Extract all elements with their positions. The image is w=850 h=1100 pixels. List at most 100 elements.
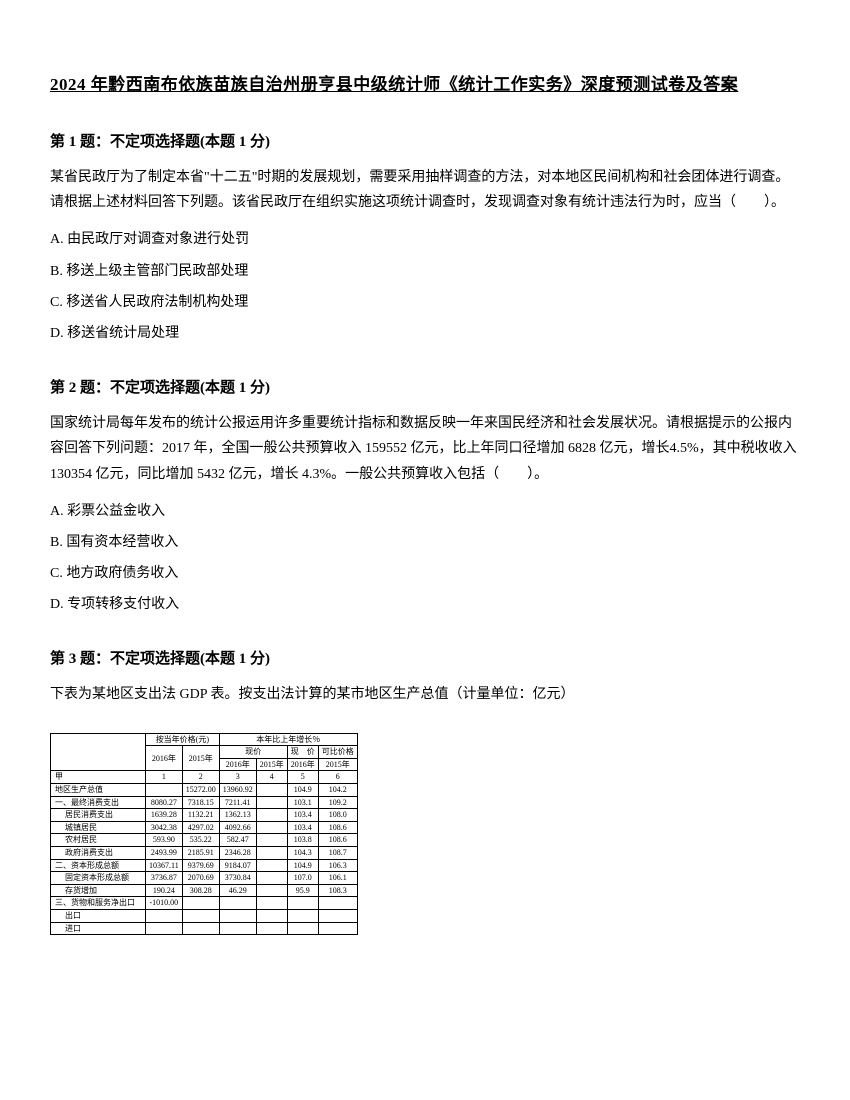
gdp-table-container: 按当年价格(元) 本年比上年增长％ 2016年 2015年 现价 现 价 可比价… <box>50 733 800 936</box>
q2-option-a: A. 彩票公益金收入 <box>50 499 800 524</box>
q1-option-b: B. 移送上级主管部门民政部处理 <box>50 259 800 284</box>
table-row-label: 地区生产总值 <box>51 784 146 797</box>
col-comp-1: 现 价 <box>287 746 318 759</box>
table-cell <box>256 821 287 834</box>
table-cell <box>256 834 287 847</box>
table-cell: 2346.28 <box>219 846 256 859</box>
table-cell: 8080.27 <box>146 796 183 809</box>
table-cell: 535.22 <box>182 834 219 847</box>
table-cell: 106.1 <box>318 872 357 885</box>
q1-header: 第 1 题：不定项选择题(本题 1 分) <box>50 130 800 151</box>
table-cell: 103.8 <box>287 834 318 847</box>
table-cell: 4092.66 <box>219 821 256 834</box>
table-cell <box>256 909 287 922</box>
table-cell <box>182 922 219 935</box>
table-row-label: 出口 <box>51 909 146 922</box>
table-cell: 2070.69 <box>182 872 219 885</box>
table-cell <box>287 897 318 910</box>
table-cell: 593.90 <box>146 834 183 847</box>
q2-option-d: D. 专项转移支付收入 <box>50 592 800 617</box>
table-row-label: 居民消费支出 <box>51 809 146 822</box>
table-cell: 9184.07 <box>219 859 256 872</box>
col-comp-2: 可比价格 <box>318 746 357 759</box>
question-3: 第 3 题：不定项选择题(本题 1 分) 下表为某地区支出法 GDP 表。按支出… <box>50 647 800 935</box>
table-cell <box>256 884 287 897</box>
table-cell: 106.3 <box>318 859 357 872</box>
table-cell <box>182 909 219 922</box>
table-row-label: 城镇居民 <box>51 821 146 834</box>
table-cell <box>256 809 287 822</box>
table-cell <box>219 922 256 935</box>
table-cell: 7318.15 <box>182 796 219 809</box>
table-row-label: 进口 <box>51 922 146 935</box>
table-cell: 1362.13 <box>219 809 256 822</box>
col-num-3: 3 <box>219 771 256 784</box>
q2-header: 第 2 题：不定项选择题(本题 1 分) <box>50 376 800 397</box>
table-cell: 10367.11 <box>146 859 183 872</box>
q2-text: 国家统计局每年发布的统计公报运用许多重要统计指标和数据反映一年来国民经济和社会发… <box>50 411 800 487</box>
table-cell: 2185.91 <box>182 846 219 859</box>
year-2016: 2016年 <box>146 746 183 771</box>
table-cell: 3042.38 <box>146 821 183 834</box>
table-cell <box>256 897 287 910</box>
col-num-5: 5 <box>287 771 318 784</box>
table-cell: 108.7 <box>318 846 357 859</box>
table-row-label: 固定资本形成总额 <box>51 872 146 885</box>
table-cell: 13960.92 <box>219 784 256 797</box>
header-group-2: 本年比上年增长％ <box>219 733 357 746</box>
table-cell <box>256 859 287 872</box>
table-cell: 9379.69 <box>182 859 219 872</box>
table-cell <box>287 922 318 935</box>
table-cell <box>256 846 287 859</box>
table-cell <box>146 909 183 922</box>
table-cell: 109.2 <box>318 796 357 809</box>
question-2: 第 2 题：不定项选择题(本题 1 分) 国家统计局每年发布的统计公报运用许多重… <box>50 376 800 617</box>
table-cell <box>219 909 256 922</box>
table-cell: 108.3 <box>318 884 357 897</box>
document-title: 2024 年黔西南布依族苗族自治州册亨县中级统计师《统计工作实务》深度预测试卷及… <box>50 70 800 95</box>
table-row-label: 二、资本形成总额 <box>51 859 146 872</box>
table-cell: 7211.41 <box>219 796 256 809</box>
sub-2016: 2016年 <box>219 758 256 771</box>
table-cell: 104.3 <box>287 846 318 859</box>
table-cell: 95.9 <box>287 884 318 897</box>
table-cell: 2493.99 <box>146 846 183 859</box>
table-row-label: 农村居民 <box>51 834 146 847</box>
table-row-label: 一、最终消费支出 <box>51 796 146 809</box>
table-cell: 15272.00 <box>182 784 219 797</box>
table-cell: 3736.87 <box>146 872 183 885</box>
table-cell <box>256 784 287 797</box>
table-cell: 104.2 <box>318 784 357 797</box>
sub-2015b: 2015年 <box>318 758 357 771</box>
table-cell: 46.29 <box>219 884 256 897</box>
table-cell: 108.0 <box>318 809 357 822</box>
table-row-label: 政府消费支出 <box>51 846 146 859</box>
gdp-table: 按当年价格(元) 本年比上年增长％ 2016年 2015年 现价 现 价 可比价… <box>50 733 358 936</box>
table-cell <box>256 922 287 935</box>
table-cell: 103.4 <box>287 821 318 834</box>
sub-2015: 2015年 <box>256 758 287 771</box>
q1-option-c: C. 移送省人民政府法制机构处理 <box>50 290 800 315</box>
table-cell: 582.47 <box>219 834 256 847</box>
sub-2016b: 2016年 <box>287 758 318 771</box>
table-cell: 308.28 <box>182 884 219 897</box>
row-num-header: 甲 <box>51 771 146 784</box>
table-cell <box>256 796 287 809</box>
col-num-2: 2 <box>182 771 219 784</box>
table-row-label: 三、货物和服务净出口 <box>51 897 146 910</box>
table-cell <box>146 922 183 935</box>
table-cell <box>318 909 357 922</box>
table-cell <box>318 922 357 935</box>
table-cell: 1639.28 <box>146 809 183 822</box>
q1-option-a: A. 由民政厅对调查对象进行处罚 <box>50 227 800 252</box>
table-cell: 108.6 <box>318 834 357 847</box>
table-cell: 104.9 <box>287 859 318 872</box>
table-cell <box>256 872 287 885</box>
q2-option-b: B. 国有资本经营收入 <box>50 530 800 555</box>
table-cell: 4297.02 <box>182 821 219 834</box>
table-row-label: 存货增加 <box>51 884 146 897</box>
q2-option-c: C. 地方政府债务收入 <box>50 561 800 586</box>
table-cell: 103.1 <box>287 796 318 809</box>
q3-text: 下表为某地区支出法 GDP 表。按支出法计算的某市地区生产总值（计量单位：亿元） <box>50 682 800 707</box>
q3-header: 第 3 题：不定项选择题(本题 1 分) <box>50 647 800 668</box>
